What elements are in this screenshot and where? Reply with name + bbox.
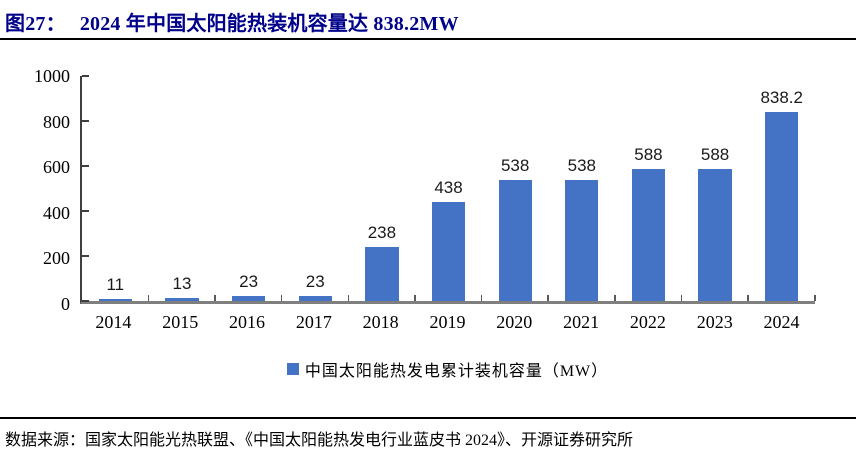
x-axis-label: 2022 (629, 312, 666, 332)
x-axis-label: 2020 (496, 312, 533, 332)
footer-divider (0, 417, 856, 419)
plot-area: 11 13 23 23 238 438 538 538 588 588 838.2 (80, 75, 816, 304)
x-tickmark (680, 295, 683, 301)
bar (165, 298, 199, 301)
bar-column-2014: 11 (82, 76, 149, 301)
bar-value-label: 23 (239, 271, 259, 291)
bar (298, 295, 332, 301)
x-tickmark (747, 295, 749, 301)
x-tickmark (414, 295, 416, 301)
y-tick-label: 1000 (34, 66, 70, 86)
bar (231, 295, 266, 301)
bar-value-label: 588 (700, 144, 730, 164)
x-tickmark (614, 295, 616, 301)
y-tick-label: 200 (43, 248, 70, 269)
y-tickmark (82, 255, 89, 257)
data-source: 数据来源：国家太阳能光热联盟、《中国太阳能热发电行业蓝皮书 2024》、开源证券… (5, 432, 634, 449)
x-axis-label: 2018 (362, 312, 399, 332)
y-tick-label: 800 (43, 111, 70, 132)
x-tickmark (814, 295, 816, 301)
bar-column-2019: 438 (415, 76, 482, 301)
x-axis-label: 2017 (295, 312, 332, 332)
bar (765, 112, 799, 301)
bar-column-2023: 588 (682, 76, 749, 301)
x-tickmark (547, 295, 549, 301)
legend-swatch-icon (286, 363, 299, 375)
bar-value-label: 538 (500, 155, 530, 175)
bar-value-label: 588 (634, 144, 663, 164)
y-axis-labels: 0 200 400 600 800 1000 (28, 67, 70, 313)
x-axis-label: 2014 (95, 312, 132, 332)
x-axis-label: 2015 (162, 312, 199, 332)
figure-title-text: 2024 年中国太阳能热装机容量达 838.2MW (79, 13, 459, 35)
legend-label: 中国太阳能热发电累计装机容量（MW） (304, 363, 609, 380)
y-tick-label: 600 (43, 157, 70, 178)
x-tickmark (347, 295, 350, 301)
x-axis-labels: 2014 2015 2016 2017 2018 2019 2020 2021 2022 2023… (80, 312, 815, 333)
bar-column-2015: 13 (149, 76, 216, 301)
bar (498, 179, 532, 301)
bar (698, 168, 732, 301)
bar (98, 298, 132, 301)
bar-column-2021: 538 (548, 76, 615, 301)
bar-column-2022: 588 (615, 76, 682, 301)
x-axis-label: 2024 (763, 312, 800, 332)
bar (365, 247, 399, 301)
x-axis-label: 2021 (563, 312, 600, 332)
bar-column-2024: 838.2 (748, 76, 815, 301)
figure-title: 图27： 2024 年中国太阳能热装机容量达 838.2MW (5, 7, 851, 36)
bar-value-label: 11 (106, 274, 125, 294)
bar (431, 202, 466, 301)
bar-column-2017: 23 (282, 76, 349, 301)
bar-value-label: 13 (172, 274, 192, 294)
y-tick-label: 0 (61, 294, 70, 314)
bar-value-label: 438 (434, 178, 463, 198)
x-axis-label: 2016 (229, 312, 266, 332)
y-tickmark (82, 210, 89, 212)
bar (631, 168, 666, 301)
bar-value-label: 23 (305, 271, 325, 291)
x-tickmark (214, 295, 216, 301)
x-tickmark (147, 295, 150, 301)
x-tickmark (480, 295, 483, 301)
bar-value-label: 838.2 (760, 88, 803, 108)
y-tickmark (82, 75, 89, 77)
bar-value-label: 238 (367, 223, 397, 243)
x-tickmark (280, 295, 283, 301)
y-tickmark (82, 165, 89, 167)
x-axis-label: 2023 (696, 312, 733, 332)
y-tickmark (82, 300, 89, 302)
bar-chart: 0 200 400 600 800 1000 11 13 23 23 238 438 538 538 58… (28, 67, 816, 313)
bar (565, 179, 599, 301)
y-tickmark (82, 120, 89, 122)
bar-column-2018: 238 (349, 76, 416, 301)
title-divider (0, 38, 856, 40)
bar-column-2020: 538 (482, 76, 549, 301)
bar-value-label: 538 (567, 155, 596, 175)
figure-number: 图27： (5, 13, 66, 35)
x-axis-label: 2019 (429, 312, 466, 332)
bar-column-2016: 23 (215, 76, 282, 301)
chart-legend: 中国太阳能热发电累计装机容量（MW） (80, 357, 815, 381)
y-tick-label: 400 (43, 202, 70, 223)
